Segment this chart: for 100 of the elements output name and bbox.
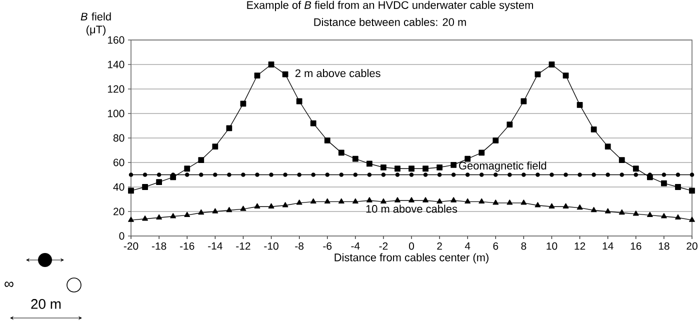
x-tick-label: 6: [493, 242, 498, 250]
point: [689, 188, 695, 194]
y-tick-label: 100: [108, 110, 124, 118]
x-tick-label: -4: [351, 242, 360, 250]
point: [325, 172, 330, 177]
point: [478, 150, 485, 156]
y-tick-label: 0: [119, 232, 124, 240]
point: [604, 208, 611, 214]
point: [690, 172, 694, 177]
point: [492, 138, 499, 144]
point: [632, 210, 639, 216]
point: [675, 184, 681, 190]
point: [142, 216, 148, 221]
point: [338, 198, 344, 204]
x-tick-label: 14: [602, 242, 614, 250]
x-tick-label: -12: [236, 242, 250, 250]
x-tick-label: 20: [686, 242, 698, 250]
point: [465, 172, 470, 177]
point: [156, 214, 162, 220]
point: [661, 213, 667, 218]
point: [170, 213, 176, 218]
point: [254, 203, 260, 208]
point: [550, 172, 554, 177]
point: [297, 172, 302, 177]
point: [436, 164, 442, 170]
point: [128, 188, 134, 194]
point: [534, 202, 541, 208]
point: [506, 200, 513, 205]
x-tick-label: -16: [180, 242, 194, 250]
point: [436, 198, 442, 204]
point: [676, 172, 680, 177]
point: [213, 172, 218, 177]
point: [437, 172, 442, 177]
point: [255, 172, 260, 177]
point: [578, 172, 582, 177]
point: [198, 209, 204, 215]
point: [184, 212, 190, 218]
x-tick-label: 10: [546, 242, 558, 250]
x-tick-label: -8: [295, 242, 304, 250]
point: [548, 203, 555, 208]
point: [590, 126, 597, 132]
x-tick-label: -18: [152, 242, 166, 250]
text: ∞: [4, 282, 14, 287]
chart-title: Example of B field from an HVDC underwater cable system: [247, 0, 533, 12]
point: [662, 172, 666, 177]
point: [283, 172, 288, 177]
point: [198, 172, 204, 177]
point: [464, 156, 471, 162]
x-tick-label: 16: [630, 242, 642, 250]
point: [269, 172, 274, 177]
point: [450, 197, 457, 202]
x-tick-label: 12: [574, 242, 586, 250]
point: [212, 144, 218, 150]
text: 20 m: [31, 299, 61, 309]
x-tick-label: -20: [124, 242, 138, 250]
x-tick-label: -10: [264, 242, 278, 250]
x-tick-label: 8: [521, 242, 526, 250]
point: [366, 197, 372, 202]
point: [381, 172, 386, 177]
point: [395, 172, 400, 177]
x-tick-label: 18: [658, 242, 670, 250]
point: [142, 172, 148, 177]
point: [646, 212, 653, 218]
point: [451, 172, 456, 177]
point: [576, 102, 583, 108]
point: [409, 172, 414, 177]
x-tick-label: -2: [379, 242, 388, 250]
point: [522, 172, 526, 177]
y-tick-label: 160: [108, 36, 124, 44]
point: [212, 208, 218, 214]
point: [492, 200, 499, 205]
point: [408, 197, 414, 202]
point: [562, 203, 569, 208]
point: [632, 166, 639, 172]
point: [352, 198, 358, 204]
point: [367, 172, 372, 177]
point: [353, 172, 358, 177]
x-tick-label: -6: [323, 242, 332, 250]
point: [226, 125, 232, 132]
y-tick-label: 80: [113, 134, 124, 142]
x-tick-label: 2: [437, 242, 442, 250]
x-axis-title: Distance from cables center (m): [334, 253, 488, 264]
point: [634, 172, 638, 177]
point: [366, 160, 372, 167]
point: [478, 198, 485, 204]
point: [479, 172, 484, 177]
chart-subtitle: Distance between cables: 20 m: [314, 18, 466, 26]
y-tick-label: 120: [108, 85, 124, 93]
point: [156, 172, 162, 177]
point: [310, 198, 316, 204]
point: [338, 150, 344, 156]
point: [352, 156, 358, 162]
point: [450, 162, 457, 168]
y-tick-label: 20: [114, 208, 124, 216]
point: [310, 120, 316, 126]
point: [241, 172, 246, 177]
point: [564, 172, 568, 177]
point: [394, 166, 400, 172]
x-tick-label: 4: [464, 242, 470, 250]
point: [380, 198, 386, 204]
